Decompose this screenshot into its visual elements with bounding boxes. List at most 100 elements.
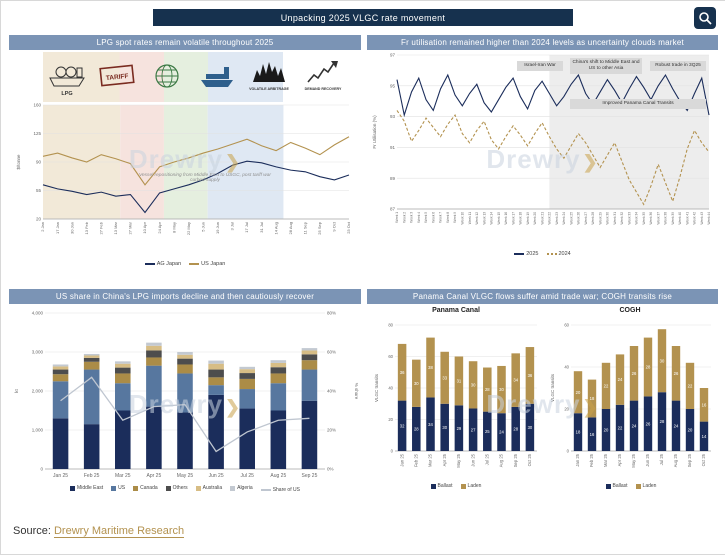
svg-text:Week 8: Week 8 bbox=[446, 212, 450, 223]
cogh-legend: Ballast Laden bbox=[547, 483, 715, 491]
svg-text:Week 12: Week 12 bbox=[475, 212, 479, 225]
svg-text:27 Feb: 27 Feb bbox=[98, 221, 103, 234]
svg-text:Aug 25: Aug 25 bbox=[499, 453, 504, 467]
panama-canal-subtitle: Panama Canal bbox=[432, 307, 480, 314]
svg-text:3 Jul: 3 Jul bbox=[230, 222, 235, 231]
svg-text:3,000: 3,000 bbox=[32, 350, 44, 355]
panel-lpg-title: LPG spot rates remain volatile throughou… bbox=[96, 38, 274, 47]
china-imports-chart: 0 1,000 2,000 3,000 4,000 Jan 25 Feb 25 Mar 25 A… bbox=[11, 309, 359, 488]
svg-text:9 Oct: 9 Oct bbox=[332, 221, 337, 231]
svg-text:5 Jun: 5 Jun bbox=[200, 222, 205, 232]
svg-text:31: 31 bbox=[457, 379, 462, 384]
svg-text:Week 31: Week 31 bbox=[613, 212, 617, 225]
svg-text:60: 60 bbox=[388, 354, 393, 359]
legend-item: 2025 bbox=[514, 251, 539, 257]
legend-item: Share of US bbox=[260, 487, 300, 493]
svg-text:LPG: LPG bbox=[61, 91, 72, 97]
svg-text:24: 24 bbox=[632, 423, 637, 428]
svg-text:$/tonne: $/tonne bbox=[16, 154, 21, 170]
svg-text:2,000: 2,000 bbox=[32, 389, 44, 394]
svg-text:17 Jul: 17 Jul bbox=[244, 222, 249, 233]
panel-china-imports-header: US share in China's LPG imports decline … bbox=[9, 289, 361, 304]
svg-text:% share: % share bbox=[354, 383, 359, 400]
svg-text:32: 32 bbox=[400, 423, 405, 428]
svg-text:20: 20 bbox=[576, 390, 581, 395]
svg-text:34: 34 bbox=[513, 378, 518, 383]
svg-text:40: 40 bbox=[388, 386, 393, 391]
svg-text:Sep 25: Sep 25 bbox=[513, 453, 518, 467]
svg-text:20: 20 bbox=[388, 417, 393, 422]
svg-text:28 Aug: 28 Aug bbox=[288, 222, 293, 234]
svg-text:May 25: May 25 bbox=[631, 453, 636, 467]
svg-text:20%: 20% bbox=[327, 428, 336, 433]
lpg-rates-chart: 20 55 90 125 160 2 Jan 17 Jan 30 Jan 13 Feb 27 Fe… bbox=[13, 101, 357, 264]
svg-text:Jun 25: Jun 25 bbox=[645, 453, 650, 466]
svg-text:29: 29 bbox=[457, 426, 462, 431]
svg-text:30 Jan: 30 Jan bbox=[69, 222, 74, 234]
svg-text:89: 89 bbox=[390, 176, 396, 181]
svg-text:28: 28 bbox=[485, 387, 490, 392]
svg-text:20: 20 bbox=[36, 217, 42, 222]
svg-text:Week 6: Week 6 bbox=[431, 212, 435, 223]
svg-text:Week 35: Week 35 bbox=[642, 212, 646, 225]
svg-text:Apr 25: Apr 25 bbox=[147, 473, 162, 479]
svg-text:10 Apr: 10 Apr bbox=[142, 221, 147, 233]
svg-text:38: 38 bbox=[428, 365, 433, 370]
svg-text:VLGC transits: VLGC transits bbox=[374, 373, 379, 402]
svg-text:Week 3: Week 3 bbox=[410, 212, 414, 223]
svg-text:Week 21: Week 21 bbox=[540, 212, 544, 225]
svg-text:95: 95 bbox=[390, 83, 396, 88]
legend-item: Laden bbox=[460, 483, 481, 489]
svg-text:40%: 40% bbox=[327, 389, 336, 394]
svg-text:Jun 25: Jun 25 bbox=[470, 453, 475, 466]
globe-icon bbox=[155, 64, 179, 88]
svg-text:Aug 25: Aug 25 bbox=[673, 453, 678, 467]
svg-text:Aug 25: Aug 25 bbox=[270, 473, 286, 479]
note-israel-iran-war: Israel-Iran War bbox=[517, 61, 563, 71]
svg-text:May 25: May 25 bbox=[456, 453, 461, 467]
svg-text:Week 42: Week 42 bbox=[693, 212, 697, 225]
svg-text:Week 44: Week 44 bbox=[707, 212, 711, 225]
svg-text:Week 29: Week 29 bbox=[598, 212, 602, 225]
svg-text:Week 28: Week 28 bbox=[591, 212, 595, 225]
svg-text:0: 0 bbox=[40, 467, 43, 472]
svg-text:Sep 25: Sep 25 bbox=[687, 453, 692, 467]
svg-text:Week 32: Week 32 bbox=[620, 212, 624, 225]
svg-text:30: 30 bbox=[528, 425, 533, 430]
svg-text:Week 30: Week 30 bbox=[606, 212, 610, 225]
note-robust-trade: Robust trade in 3Q25 bbox=[650, 61, 706, 71]
svg-text:Jan 25: Jan 25 bbox=[575, 453, 580, 466]
volatile-arbitrage-icon: VOLATILE ARBITRAGE bbox=[249, 62, 289, 91]
svg-text:Week 11: Week 11 bbox=[468, 212, 472, 225]
source-link[interactable]: Drewry Maritime Research bbox=[53, 525, 185, 538]
source-line: Source: Drewry Maritime Research bbox=[13, 525, 185, 538]
svg-text:18: 18 bbox=[590, 396, 595, 401]
svg-text:Jul 25: Jul 25 bbox=[659, 453, 664, 465]
svg-text:24: 24 bbox=[674, 423, 679, 428]
svg-text:60%: 60% bbox=[327, 350, 336, 355]
panama-canal-chart: 0 20 40 60 80 32 36 Jan 25 28 30 Feb 25 34 38 Mar 25 3… bbox=[371, 321, 541, 486]
panel-panama-title: Panama Canal VLGC flows suffer amid trad… bbox=[412, 292, 673, 301]
demand-recovery-icon: DEMAND RECOVERY bbox=[305, 61, 342, 91]
svg-text:Week 19: Week 19 bbox=[526, 212, 530, 225]
svg-text:Week 37: Week 37 bbox=[656, 212, 660, 225]
svg-text:Week 10: Week 10 bbox=[461, 212, 465, 225]
svg-text:97: 97 bbox=[390, 53, 396, 58]
lpg-annotation: Vessel repositioning from Middle East to… bbox=[138, 173, 272, 183]
svg-text:23 Oct: 23 Oct bbox=[346, 221, 351, 234]
svg-text:Jun 25: Jun 25 bbox=[209, 473, 224, 479]
svg-text:36: 36 bbox=[400, 370, 405, 375]
tariff-stamp-icon: TARIFF bbox=[99, 64, 135, 87]
svg-text:28: 28 bbox=[513, 427, 518, 432]
svg-text:13 Mar: 13 Mar bbox=[113, 221, 118, 234]
svg-text:60: 60 bbox=[564, 323, 569, 328]
svg-text:90: 90 bbox=[36, 160, 42, 165]
svg-text:Week 27: Week 27 bbox=[584, 212, 588, 225]
panel-panama-header: Panama Canal VLGC flows suffer amid trad… bbox=[367, 289, 718, 304]
svg-text:4,000: 4,000 bbox=[32, 311, 44, 316]
svg-text:20: 20 bbox=[604, 428, 609, 433]
svg-text:Week 4: Week 4 bbox=[417, 212, 421, 223]
legend-item: AG Japan bbox=[144, 261, 181, 267]
svg-text:Jul 25: Jul 25 bbox=[241, 473, 255, 479]
search-button[interactable] bbox=[694, 7, 716, 29]
